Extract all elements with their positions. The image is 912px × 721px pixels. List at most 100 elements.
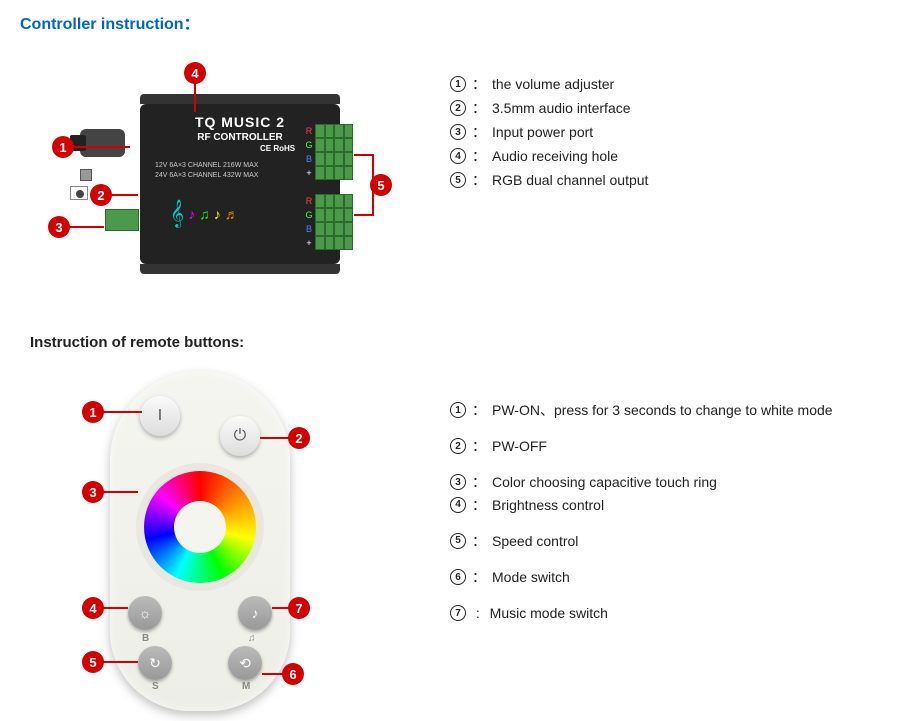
callout-line <box>102 411 142 413</box>
callout-badge-5: 5 <box>370 174 392 196</box>
callout-line <box>194 82 196 112</box>
rgb-terminal-2 <box>315 194 353 250</box>
circled-number: 5 <box>450 172 466 188</box>
remote-diagram: I ⏻ ☼ B ♪ ♫ ↻ S ⟲ M 1234567 <box>20 371 330 711</box>
remote-section-title: Instruction of remote buttons: <box>30 334 892 351</box>
legend-row: 3：Input power port <box>450 122 648 142</box>
legend-row: 6：Mode switch <box>450 568 833 586</box>
legend-row: 7 : Music mode switch <box>450 604 833 622</box>
legend-text: Brightness control <box>492 496 604 514</box>
legend-row: 1：the volume adjuster <box>450 74 648 94</box>
circled-number: 4 <box>450 148 466 164</box>
callout-line <box>68 226 104 228</box>
note-icon: ♪ <box>188 206 195 222</box>
callout-badge-3: 3 <box>48 216 70 238</box>
controller-title-1: TQ MUSIC 2 <box>170 114 310 130</box>
term-label-b: B <box>305 224 313 234</box>
button-pw-on: I <box>140 396 180 436</box>
note-icon: ♬ <box>225 206 239 222</box>
callout-badge-2: 2 <box>288 427 310 449</box>
controller-section: TQ MUSIC 2 RF CONTROLLER CE RoHS 12V 6A×… <box>20 44 892 304</box>
controller-music-graphic: 𝄞 ♪ ♫ ♪ ♬ <box>170 194 290 234</box>
callout-badge-2: 2 <box>90 184 112 206</box>
legend-row: 3：Color choosing capacitive touch ring <box>450 473 833 491</box>
controller-flange-bottom <box>140 264 340 274</box>
callout-badge-4: 4 <box>82 597 104 619</box>
button-music-mode: ♪ <box>238 596 272 630</box>
legend-row: 4：Audio receiving hole <box>450 146 648 166</box>
controller-legend: 1：the volume adjuster 2：3.5mm audio inte… <box>450 74 648 304</box>
term-label-g: G <box>305 210 313 220</box>
label-s: S <box>152 681 159 692</box>
circled-number: 4 <box>450 497 466 513</box>
term-label-plus: + <box>305 168 313 178</box>
circled-number: 3 <box>450 124 466 140</box>
button-pw-off: ⏻ <box>220 416 260 456</box>
legend-text: PW-OFF <box>492 437 547 455</box>
term-label-plus: + <box>305 238 313 248</box>
callout-badge-6: 6 <box>282 663 304 685</box>
callout-line <box>354 154 374 156</box>
callout-line <box>354 214 374 216</box>
label-music: ♫ <box>248 633 256 644</box>
term-label-b: B <box>305 154 313 164</box>
legend-text: 3.5mm audio interface <box>492 100 631 116</box>
callout-line <box>102 491 138 493</box>
label-b: B <box>142 633 149 644</box>
legend-text: Music mode switch <box>490 604 608 622</box>
remote-section: I ⏻ ☼ B ♪ ♫ ↻ S ⟲ M 1234567 1：PW-ON、pres… <box>20 371 892 711</box>
legend-text: the volume adjuster <box>492 76 614 92</box>
circled-number: 5 <box>450 533 466 549</box>
circled-number: 1 <box>450 402 466 418</box>
note-icon: ♪ <box>214 206 221 222</box>
note-icon: ♫ <box>199 206 210 222</box>
term-label-g: G <box>305 140 313 150</box>
callout-line <box>102 661 138 663</box>
color-touch-ring <box>144 471 256 583</box>
controller-section-title: Controller instruction： <box>20 10 892 34</box>
callout-badge-4: 4 <box>184 62 206 84</box>
label-m: M <box>242 681 250 692</box>
callout-badge-1: 1 <box>52 136 74 158</box>
legend-row: 5：RGB dual channel output <box>450 170 648 190</box>
circled-number: 1 <box>450 76 466 92</box>
term-label-r: R <box>305 126 313 136</box>
audio-jack <box>80 169 92 181</box>
power-terminal <box>105 209 139 231</box>
callout-badge-5: 5 <box>82 651 104 673</box>
button-speed: ↻ <box>138 646 172 680</box>
callout-line <box>110 194 138 196</box>
legend-row: 5：Speed control <box>450 532 833 550</box>
callout-line <box>102 607 128 609</box>
legend-row: 1：PW-ON、press for 3 seconds to change to… <box>450 401 833 419</box>
button-brightness: ☼ <box>128 596 162 630</box>
volume-knob <box>80 129 125 157</box>
callout-line <box>260 437 290 439</box>
audio-receiving-hole <box>70 186 88 200</box>
callout-badge-7: 7 <box>288 597 310 619</box>
controller-title-2: RF CONTROLLER <box>170 132 310 143</box>
legend-row: 4：Brightness control <box>450 496 833 514</box>
circled-number: 7 <box>450 605 466 621</box>
legend-text: Input power port <box>492 124 593 140</box>
circled-number: 3 <box>450 474 466 490</box>
controller-flange-top <box>140 94 340 104</box>
controller-diagram: TQ MUSIC 2 RF CONTROLLER CE RoHS 12V 6A×… <box>20 44 390 304</box>
legend-text: Color choosing capacitive touch ring <box>492 473 717 491</box>
legend-text: Audio receiving hole <box>492 148 618 164</box>
callout-line <box>72 146 130 148</box>
legend-text: Mode switch <box>492 568 570 586</box>
callout-badge-1: 1 <box>82 401 104 423</box>
remote-legend: 1：PW-ON、press for 3 seconds to change to… <box>450 401 833 711</box>
legend-row: 2：3.5mm audio interface <box>450 98 648 118</box>
legend-text: RGB dual channel output <box>492 172 648 188</box>
legend-text: PW-ON、press for 3 seconds to change to w… <box>492 401 833 419</box>
legend-text: Speed control <box>492 532 578 550</box>
rgb-terminal-1 <box>315 124 353 180</box>
legend-row: 2：PW-OFF <box>450 437 833 455</box>
callout-line <box>262 673 284 675</box>
circled-number: 2 <box>450 438 466 454</box>
callout-badge-3: 3 <box>82 481 104 503</box>
controller-rohs: CE RoHS <box>260 144 295 153</box>
controller-spec-1: 12V 6A×3 CHANNEL 216W MAX <box>155 162 258 169</box>
